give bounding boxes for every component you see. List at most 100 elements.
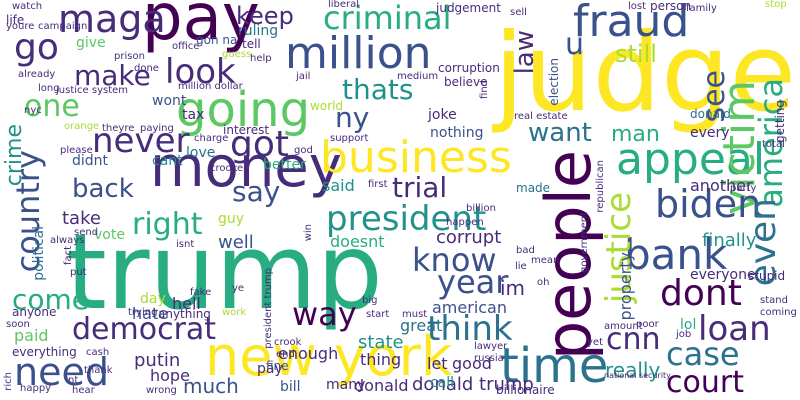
word-charge: charge bbox=[194, 133, 229, 144]
word-amount: amount bbox=[604, 321, 643, 332]
word-well: well bbox=[218, 232, 254, 253]
word-vote: vote bbox=[94, 227, 125, 243]
word-party: party bbox=[730, 183, 757, 194]
word-money: money bbox=[150, 135, 342, 200]
word-anyone: anyone bbox=[12, 305, 57, 319]
word-gon-na: gon na bbox=[196, 33, 238, 47]
word-prison: prison bbox=[114, 51, 145, 62]
word-stupid: stupid bbox=[748, 269, 786, 283]
word-happy: happy bbox=[20, 383, 52, 394]
word-really: really bbox=[605, 358, 661, 382]
word-thats: thats bbox=[342, 73, 414, 106]
word-nyc: nyc bbox=[24, 105, 42, 116]
word-please: please bbox=[60, 145, 93, 156]
word-year: year bbox=[437, 263, 509, 301]
word-world: world bbox=[310, 99, 344, 113]
word-lie: lie bbox=[515, 261, 527, 272]
word-guy: guy bbox=[218, 211, 245, 227]
word-done: done bbox=[134, 63, 159, 74]
word-real-estate: real estate bbox=[514, 111, 568, 122]
word-need: need bbox=[14, 350, 109, 394]
word-political: political bbox=[31, 226, 47, 281]
word-right: right bbox=[132, 207, 203, 242]
word-property: property bbox=[616, 252, 635, 321]
word-tax: tax bbox=[182, 107, 205, 123]
word-good: good bbox=[452, 354, 492, 373]
word-think: think bbox=[427, 309, 513, 349]
word-u: u bbox=[565, 27, 585, 62]
word-republican: republican bbox=[595, 160, 606, 213]
word-loan: loan bbox=[698, 309, 771, 349]
word-yet: yet bbox=[587, 337, 603, 348]
word-person: person bbox=[650, 0, 692, 13]
word-everything: everything bbox=[12, 345, 77, 359]
word-every: every bbox=[690, 125, 730, 141]
word-president: president bbox=[326, 199, 487, 239]
word-go: go bbox=[14, 27, 59, 68]
word-election: election bbox=[547, 58, 561, 106]
word-guess: guess bbox=[222, 49, 252, 60]
word-cant: cant bbox=[152, 153, 183, 169]
word-god: god bbox=[294, 145, 313, 156]
word-stand: stand bbox=[760, 295, 788, 306]
word-keep: keep bbox=[236, 2, 294, 30]
word-ye: ye bbox=[232, 283, 245, 294]
word-believe: believe bbox=[444, 75, 488, 89]
word-know: know bbox=[412, 241, 497, 279]
word-corrupt: corrupt bbox=[436, 227, 502, 248]
word-state: state bbox=[358, 332, 404, 353]
word-million-dollar: million dollar bbox=[178, 81, 243, 92]
word-donald-2: donald bbox=[690, 107, 731, 121]
word-appeal: appeal bbox=[616, 134, 766, 185]
word-bill: bill bbox=[280, 379, 301, 395]
word-happen: happen bbox=[446, 217, 484, 228]
word-sell: sell bbox=[510, 7, 527, 18]
word-first: first bbox=[368, 179, 388, 190]
word-government: government bbox=[579, 212, 590, 273]
word-pay: pay bbox=[142, 0, 260, 55]
word-thank: thank bbox=[84, 365, 113, 376]
word-long: long bbox=[38, 83, 60, 94]
word-must: must bbox=[402, 309, 428, 320]
word-donald: donald bbox=[354, 376, 409, 395]
word-already: already bbox=[18, 69, 56, 80]
word-family: family bbox=[686, 3, 717, 14]
word-criminal: criminal bbox=[323, 0, 452, 37]
word-trying: trying bbox=[128, 307, 158, 318]
word-come: come bbox=[12, 283, 90, 316]
word-wrong: wrong bbox=[146, 385, 177, 396]
word-made: made bbox=[516, 181, 551, 195]
word-put: put bbox=[70, 267, 87, 278]
word-nt: nt bbox=[68, 375, 79, 386]
word-life: life bbox=[6, 13, 25, 27]
word-case: case bbox=[666, 335, 740, 373]
word-donald-trump: donald trump bbox=[412, 374, 534, 395]
word-hope: hope bbox=[150, 366, 190, 385]
word-oh: oh bbox=[537, 277, 550, 288]
word-end: end bbox=[276, 349, 295, 360]
word-fine: fine bbox=[266, 359, 289, 373]
word-total: total bbox=[762, 139, 785, 150]
word-maga: maga bbox=[58, 0, 166, 41]
word-back: back bbox=[72, 174, 134, 204]
word-watch: watch bbox=[12, 1, 43, 12]
word-justice-system: justice system bbox=[56, 85, 129, 96]
word-ruling: ruling bbox=[238, 23, 279, 39]
word-day: day bbox=[140, 291, 166, 307]
word-liberal: liberal bbox=[328, 0, 360, 10]
word-start: start bbox=[366, 309, 390, 320]
word-million: million bbox=[285, 28, 432, 79]
word-big: big bbox=[362, 295, 378, 306]
word-youre: youre bbox=[6, 21, 35, 32]
word-crooked: crooked bbox=[210, 163, 250, 174]
word-paying: paying bbox=[140, 123, 174, 134]
word-give: give bbox=[76, 35, 106, 51]
word-jail: jail bbox=[296, 71, 311, 82]
word-tell: tell bbox=[242, 37, 261, 51]
word-mean: mean bbox=[531, 255, 560, 266]
word-national-security: national security bbox=[604, 371, 671, 380]
word-doesnt: doesnt bbox=[330, 232, 385, 251]
word-always: always bbox=[50, 235, 85, 246]
word-judge: judge bbox=[494, 11, 797, 136]
word-support: support bbox=[330, 133, 369, 144]
